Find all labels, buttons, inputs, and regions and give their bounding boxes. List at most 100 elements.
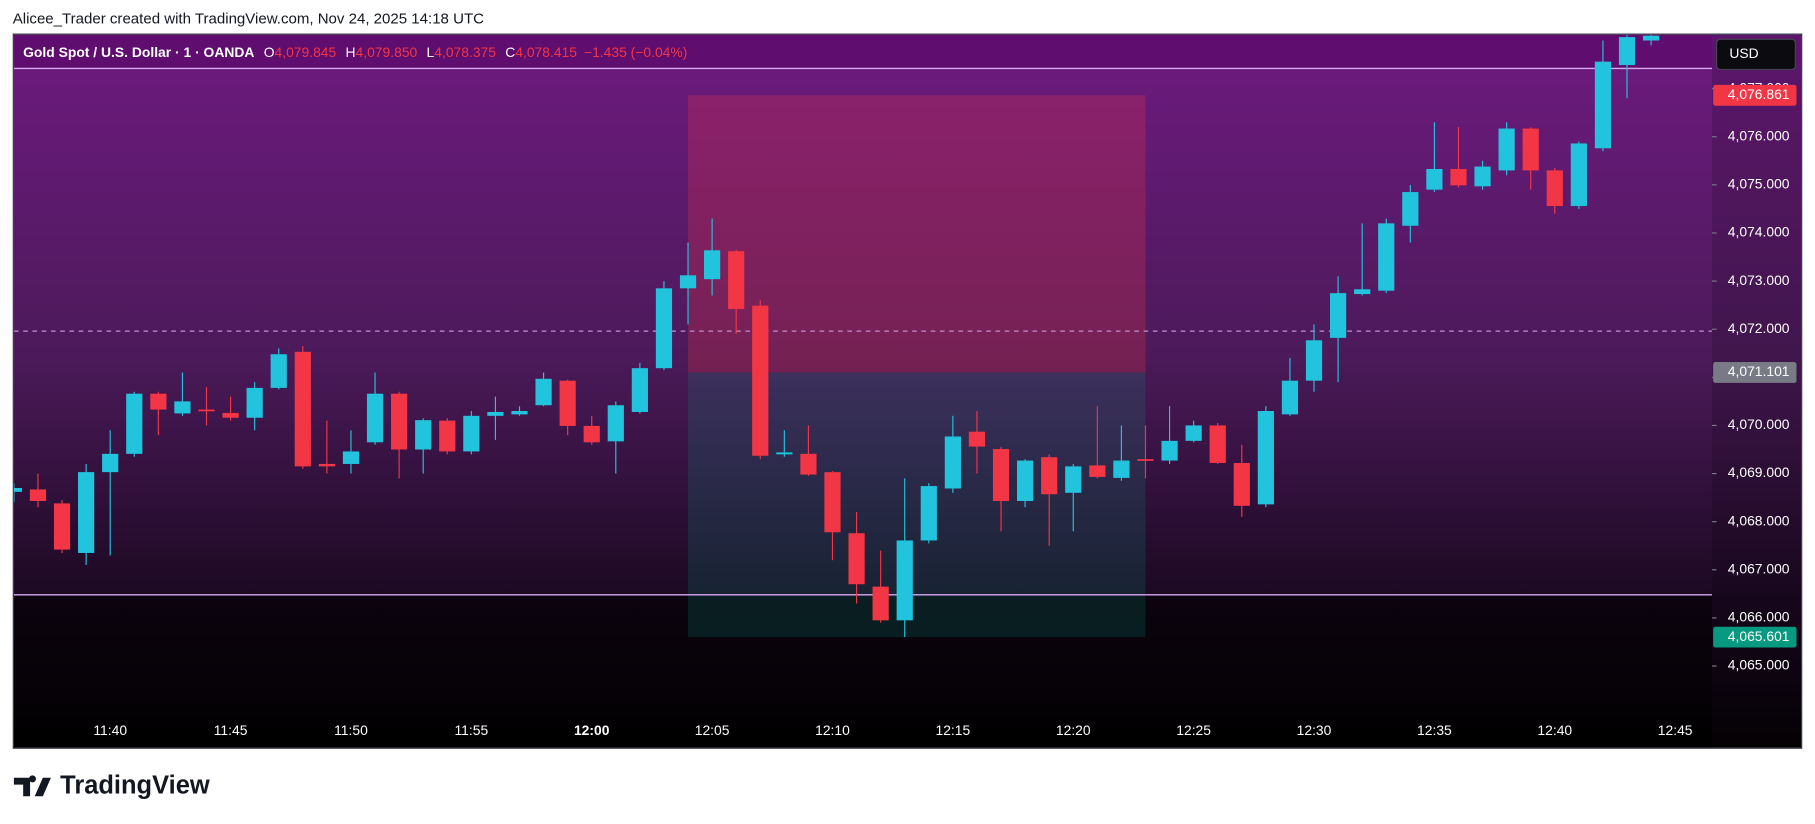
candle-body [415,420,432,450]
x-tick-label: 11:50 [334,722,368,738]
ohlc-key: C [505,44,515,60]
candle-body [391,393,408,450]
change-value: −1.435 (−0.04%) [584,44,687,60]
price-label: 4,076.861 [1728,86,1790,102]
candle-body [342,451,360,464]
x-tick-label: 12:30 [1297,722,1332,738]
candle-body [800,453,817,475]
candle-body [848,533,865,585]
x-tick-label: 12:25 [1176,722,1211,738]
ohlc-value: 4,078.415 [515,44,577,60]
candle-body [511,411,528,415]
candle-body [1426,168,1443,190]
x-tick-label: 12:35 [1417,722,1452,738]
y-tick-label: 4,074.000 [1728,224,1790,240]
candle-body [679,275,697,289]
x-tick-label: 12:45 [1658,722,1693,738]
candle-body [1185,425,1202,441]
x-tick-label: 12:40 [1537,722,1572,738]
candle-body [1209,425,1226,463]
candle-body [29,489,47,501]
candle-body [704,250,721,280]
candle-body [1450,168,1467,186]
x-tick-label: 11:55 [454,722,488,738]
candle-body [487,411,504,416]
candle-body [1378,223,1395,291]
ohlc-key: L [427,44,435,60]
candle-body [53,503,71,550]
candle-body [1161,440,1178,461]
candle-body [13,488,22,492]
overlay: 4,065.000 4,066.000 4,067.000 4,068.000 4,06… [93,79,1797,738]
candle-body [631,368,648,412]
candle-body [1017,460,1034,501]
candle-body [824,472,841,533]
y-tick-label: 4,066.000 [1728,609,1790,625]
candle-body [872,586,889,621]
candle-body [126,393,143,454]
upper-zone [13,34,1712,69]
symbol-legend: Gold Spot / U.S. Dollar · 1 · OANDA O4,07… [23,44,687,60]
candle-body [78,472,95,553]
candle-body [1089,465,1106,477]
candle-body [728,251,745,309]
brand-logo: TradingView [13,772,210,800]
price-label: 4,065.601 [1728,628,1790,644]
candle-body [968,431,986,447]
candle-body [366,393,384,443]
symbol-title: Gold Spot / U.S. Dollar · 1 · OANDA [23,44,254,60]
y-tick-label: 4,075.000 [1728,176,1790,192]
candle-body [655,288,673,369]
candle-body [1618,37,1636,66]
candle-body [920,486,937,541]
plot-area [13,34,1712,748]
candle-body [1522,128,1539,171]
price-label-box [1713,626,1797,648]
candle-body [1113,460,1130,478]
y-tick-label: 4,068.000 [1728,512,1790,528]
ohlc-value: 4,078.375 [434,44,496,60]
candle-body [607,405,624,442]
currency-button[interactable]: USD [1716,38,1796,71]
price-label-box [1713,84,1797,106]
candle-body [1354,289,1371,295]
logo-icon [13,775,51,797]
candle-body [1137,459,1154,461]
candle-body [1329,293,1347,338]
brand-name: TradingView [60,772,210,800]
ohlc-value: 4,079.845 [274,44,336,60]
candle-body [174,401,191,414]
candle-body [246,387,263,418]
candle-body [559,380,576,426]
currency-label[interactable]: USD [1729,45,1758,61]
y-tick-label: 4,073.000 [1728,272,1790,288]
x-tick-label: 12:10 [815,722,850,738]
candle-body [198,409,215,412]
candle-body [1498,128,1515,171]
candle-body [752,305,769,456]
attribution: Alicee_Trader created with TradingView.c… [13,11,484,28]
candle-body [1233,462,1250,506]
candle-body [535,378,552,406]
ohlc-key: O [264,44,275,60]
candle-body [463,415,480,452]
candle-body [1546,170,1563,207]
candle-body [1570,143,1587,207]
candle-body [896,540,913,621]
lower-zone [13,594,1712,748]
ohlc-key: H [345,44,355,60]
ohlc-value: 4,079.850 [356,44,418,60]
y-tick-label: 4,067.000 [1728,560,1790,576]
x-tick-label: 12:05 [695,722,730,738]
candle-body [222,412,239,418]
candle-body [1594,61,1612,149]
currency-button-box[interactable] [1716,38,1796,71]
candle-body [294,351,311,467]
price-label: 4,071.101 [1728,363,1790,379]
price-label-box [1713,362,1797,383]
candle-body [270,354,287,388]
candle-body [1402,192,1419,226]
candle-body [944,436,961,489]
